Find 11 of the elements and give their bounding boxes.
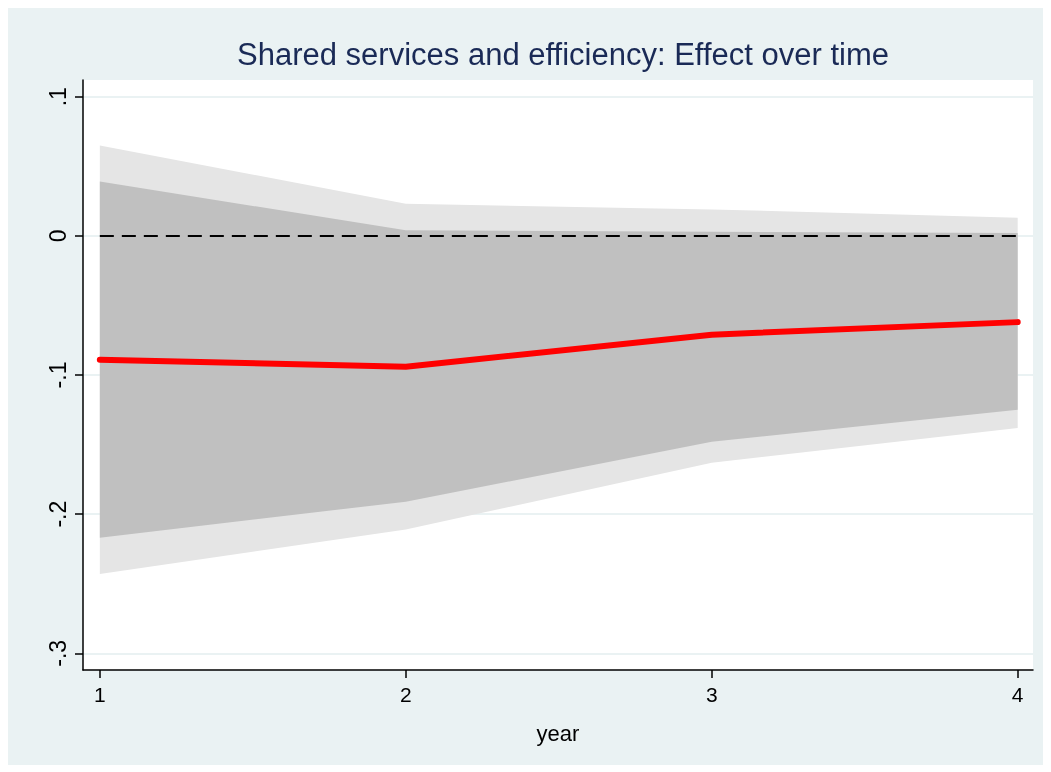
y-tick-label: -.3	[44, 639, 71, 667]
y-tick-label: -.2	[44, 500, 71, 528]
y-tick-label: .1	[44, 87, 71, 107]
x-tick-label: 1	[93, 683, 106, 706]
chart-title: Shared services and efficiency: Effect over time	[237, 37, 889, 72]
x-tick-label: 2	[399, 683, 412, 706]
x-tick-label: 4	[1011, 683, 1024, 706]
y-tick-label: 0	[44, 229, 71, 243]
y-tick-label: -.1	[44, 361, 71, 389]
x-axis-title: year	[536, 720, 580, 746]
x-tick-label: 3	[705, 683, 718, 706]
